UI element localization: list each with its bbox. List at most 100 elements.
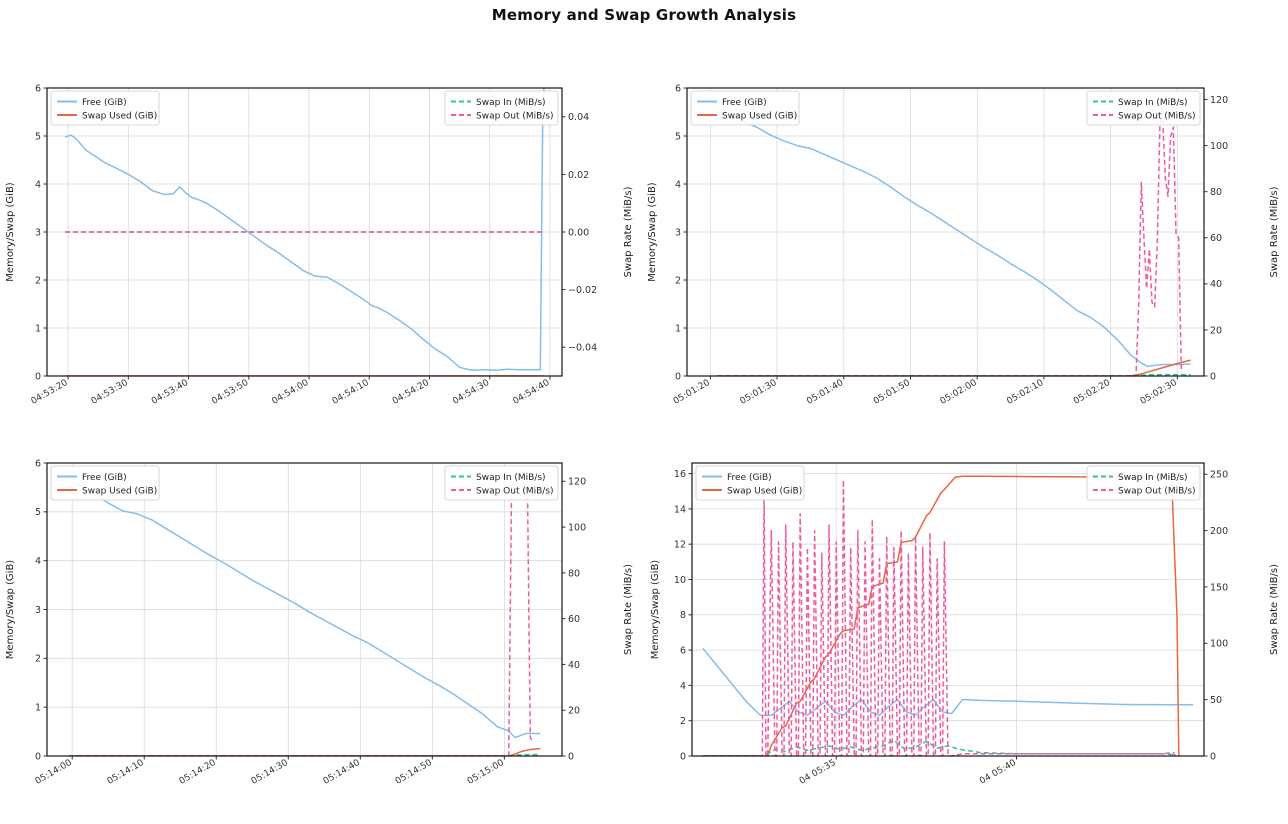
panel-2-legend-label: Free (GiB) [722,98,767,108]
panel-4-y-ticklabel: 12 [674,540,686,551]
panel-3-series-swap_out [68,480,534,757]
panel-3-mask [0,441,645,824]
panel-4-y2-axis-label: Swap Rate (MiB/s) [1269,564,1280,655]
panel-1-legend-left[interactable]: Free (GiB) Swap Used (GiB) [50,90,160,126]
panel-4-y-ticklabel: 6 [680,645,686,656]
panel-1-y-ticklabel: 4 [35,179,41,190]
panel-3-series-free [68,480,541,739]
figure-title: Memory and Swap Growth Analysis [491,6,797,24]
panel-3-y-axis: 0 1 2 3 4 5 6 [35,458,47,762]
panel-3-y-ticklabel: 3 [35,605,41,616]
panel-3-y2-ticklabel: 40 [568,660,580,671]
panel-3-svg: 0 1 2 3 4 5 6 Memory/Swap (GiB) 0 20 40 60 80 100 120 S… [0,441,645,824]
panel-4-y-ticklabel: 8 [680,610,686,621]
panel-2-legend-label: Swap In (MiB/s) [1118,98,1188,108]
panel-1-y2-axis: −0.04 −0.02 0.00 0.02 0.04 [562,112,597,354]
chart-panel-1: swappiness-60-default-params-100MBps-rat… [0,66,645,441]
panel-4-series-swap_out [702,479,1176,757]
panel-4-y2-ticklabel: 250 [1210,470,1228,481]
panel-4-svg: 0 2 4 6 8 10 12 14 16 Memory/Swap (GiB) 0 50 100 150 2… [644,441,1288,824]
panel-4-series-group [702,475,1194,757]
panel-3-y2-axis-label: Swap Rate (MiB/s) [623,564,634,655]
panel-1-y2-ticklabel: 0.04 [568,112,589,123]
panel-1-y-ticklabel: 2 [35,275,41,286]
panel-1-mask [0,66,645,441]
panel-2-legend-right[interactable]: Swap In (MiB/s) Swap Out (MiB/s) [1086,90,1201,126]
panel-2-y2-ticklabel: 40 [1210,279,1222,290]
panel-1-y-ticklabel: 0 [35,371,41,382]
panel-1-legend-label: Swap Used (GiB) [82,111,157,121]
panel-4-legend-label: Free (GiB) [727,473,772,483]
panel-1-y2-axis-label: Swap Rate (MiB/s) [623,186,634,277]
panel-2-y2-ticklabel: 120 [1210,95,1228,106]
panel-3-y2-ticklabel: 20 [568,706,580,717]
panel-2-series-swap_used [717,359,1191,377]
panel-3-series-group [68,480,541,757]
panel-3-y-axis-label: Memory/Swap (GiB) [5,560,16,660]
panel-1-y-axis: 0 1 2 3 4 5 6 [35,83,47,382]
panel-3-legend-label: Swap Used (GiB) [82,486,157,496]
panel-2-series-free [716,112,1191,368]
panel-1-svg: 0 1 2 3 4 5 6 Memory/Swap (GiB) −0.04 −0.02 0.00 0.… [0,66,645,441]
panel-2-svg: 0 1 2 3 4 5 6 Memory/Swap (GiB) 0 20 40 60 80 100 120 S… [644,66,1288,441]
panel-4-y2-ticklabel: 0 [1210,751,1216,762]
panel-2-y2-ticklabel: 0 [1210,371,1216,382]
panel-2-y2-ticklabel: 100 [1210,141,1228,152]
panel-1-y-ticklabel: 3 [35,227,41,238]
panel-2-series-swap_out [717,117,1183,377]
panel-1-series-free [64,87,545,371]
panel-4-legend-label: Swap In (MiB/s) [1118,473,1188,483]
panel-2-legend-left[interactable]: Free (GiB) Swap Used (GiB) [690,90,800,126]
panel-4-series-free [702,647,1194,717]
panel-3-y-ticklabel: 0 [35,751,41,762]
panel-3-legend-left[interactable]: Free (GiB) Swap Used (GiB) [50,465,160,501]
panel-2-y2-axis-label: Swap Rate (MiB/s) [1269,186,1280,277]
panel-2-legend-label: Swap Out (MiB/s) [1118,111,1196,121]
panel-3-y2-ticklabel: 80 [568,568,580,579]
panel-3-y-ticklabel: 4 [35,556,41,567]
panel-4-y2-ticklabel: 150 [1210,582,1228,593]
chart-panel-4: swappiness-60-kbuf-256MB-scale-2000-100M… [644,441,1288,824]
panel-4-mask [644,441,1288,824]
panel-3-series-swap_used [68,747,541,757]
panel-3-y-ticklabel: 5 [35,507,41,518]
panel-1-y2-ticklabel: −0.04 [568,343,597,354]
panel-1-y-ticklabel: 1 [35,323,41,334]
panel-4-y2-axis: 0 50 100 150 200 250 [1204,470,1228,762]
panel-2-series-group [716,112,1191,377]
panel-1-y2-ticklabel: 0.02 [568,170,589,181]
panel-1-legend-right[interactable]: Swap In (MiB/s) Swap Out (MiB/s) [444,90,559,126]
panel-2-y-ticklabel: 2 [675,275,681,286]
panel-4-y-axis: 0 2 4 6 8 10 12 14 16 [674,469,692,762]
panel-2-y-ticklabel: 6 [675,83,681,94]
panel-2-y-ticklabel: 1 [675,323,681,334]
panel-3-y-ticklabel: 2 [35,654,41,665]
panel-2-y-ticklabel: 3 [675,227,681,238]
panel-4-legend-label: Swap Out (MiB/s) [1118,486,1196,496]
panel-2-y-axis-label: Memory/Swap (GiB) [647,182,658,282]
panel-3-y-ticklabel: 1 [35,703,41,714]
panel-4-y2-ticklabel: 50 [1210,695,1222,706]
panel-4-y-ticklabel: 4 [680,681,686,692]
panel-2-y-ticklabel: 4 [675,179,681,190]
panel-2-y2-ticklabel: 60 [1210,233,1222,244]
panel-1-y-ticklabel: 6 [35,83,41,94]
panel-4-legend-left[interactable]: Free (GiB) Swap Used (GiB) [695,465,805,501]
panel-3-y2-axis: 0 20 40 60 80 100 120 [562,477,586,762]
panel-2-y2-ticklabel: 20 [1210,325,1222,336]
panel-4-y-ticklabel: 16 [674,469,686,480]
panel-3-legend-label: Swap Out (MiB/s) [476,486,554,496]
panel-2-mask [644,66,1288,441]
panel-1-legend-label: Free (GiB) [82,98,127,108]
panel-2-y-ticklabel: 0 [675,371,681,382]
panel-4-series-swap_used [702,475,1181,757]
panel-3-y2-ticklabel: 120 [568,477,586,488]
panel-2-series-swap_in [717,373,1191,377]
panel-3-legend-right[interactable]: Swap In (MiB/s) Swap Out (MiB/s) [444,465,559,501]
panel-4-y-ticklabel: 2 [680,716,686,727]
panel-2-legend-label: Swap Used (GiB) [722,111,797,121]
panel-3-y2-ticklabel: 100 [568,522,586,533]
panel-1-y-axis-label: Memory/Swap (GiB) [5,182,16,282]
panel-4-legend-right[interactable]: Swap In (MiB/s) Swap Out (MiB/s) [1086,465,1201,501]
panel-4-axes [691,462,1205,757]
